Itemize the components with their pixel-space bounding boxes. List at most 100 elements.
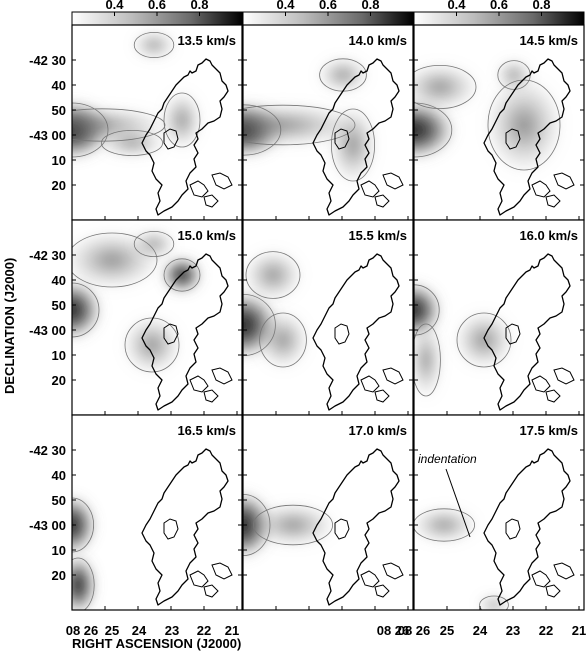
y-tick-label: 50 xyxy=(52,103,66,118)
colorbar-tick-label: 0.6 xyxy=(319,0,337,12)
emission-blob xyxy=(478,595,510,610)
emission-contour xyxy=(72,232,158,288)
emission-blob xyxy=(414,63,480,111)
emission-blob xyxy=(414,507,478,543)
y-tick-label: -43 00 xyxy=(29,128,66,143)
velocity-label: 17.5 km/s xyxy=(519,423,578,438)
emission-contour xyxy=(414,323,441,397)
island-contour xyxy=(553,367,575,385)
island-contour xyxy=(203,584,219,598)
emission-contour xyxy=(414,102,453,158)
coastline-contour xyxy=(312,253,400,411)
panel-frame xyxy=(413,414,585,611)
island-contour xyxy=(211,367,233,385)
y-tick-label: 10 xyxy=(52,348,66,363)
emission-layer xyxy=(414,253,575,411)
coastline-inner-contour xyxy=(334,128,350,150)
coastline-inner-contour xyxy=(334,518,350,540)
coastline-contour xyxy=(483,448,571,606)
island-contour xyxy=(553,172,575,190)
coastline-inner-contour xyxy=(505,518,521,540)
emission-blob xyxy=(414,320,442,400)
coastline-inner-contour xyxy=(163,323,179,345)
emission-contour xyxy=(414,508,475,542)
channel-map-panel: 16.5 km/s xyxy=(71,414,243,611)
velocity-label: 17.0 km/s xyxy=(348,423,407,438)
x-tick-label: 24 xyxy=(473,623,488,638)
x-tick-label: 08 26 xyxy=(398,623,431,638)
colorbar-tick-label: 0.4 xyxy=(447,0,466,12)
colorbar: 0.4 0.6 0.8 xyxy=(71,0,243,26)
x-tick-label: 23 xyxy=(165,623,179,638)
island-contour xyxy=(203,389,219,403)
emission-layer xyxy=(414,58,575,216)
emission-contour xyxy=(133,230,175,258)
emission-layer xyxy=(72,448,233,610)
emission-blob xyxy=(132,230,176,258)
y-axis-title: DECLINATION (J2000) xyxy=(2,258,17,394)
coastline-contour xyxy=(141,253,229,411)
y-tick-label: 10 xyxy=(52,543,66,558)
emission-blob xyxy=(162,257,202,293)
island-contour xyxy=(360,375,380,393)
colorbar-tick-label: 0.6 xyxy=(148,0,166,12)
colorbar: 0.4 0.6 0.8 xyxy=(413,0,585,26)
emission-contour xyxy=(487,79,561,171)
colorbar-tick-label: 0.4 xyxy=(276,0,295,12)
island-contour xyxy=(374,194,390,208)
channel-map-panel: 15.5 km/s xyxy=(242,219,414,416)
x-tick-label: 08 26 xyxy=(377,623,410,638)
velocity-label: 13.5 km/s xyxy=(177,33,236,48)
x-tick-label: 22 xyxy=(539,623,553,638)
y-tick-label: 50 xyxy=(52,298,66,313)
colorbar-tick-label: 0.8 xyxy=(532,0,550,12)
coastline-inner-contour xyxy=(163,518,179,540)
coastline-contour xyxy=(312,448,400,606)
colorbar: 0.4 0.6 0.8 xyxy=(242,0,414,26)
emission-contour xyxy=(253,504,333,546)
panel-frame xyxy=(71,414,243,611)
channel-map-panel: 15.0 km/s xyxy=(71,219,243,416)
island-contour xyxy=(545,194,561,208)
coastline-contour xyxy=(141,448,229,606)
emission-contour xyxy=(331,108,376,182)
y-tick-label: -43 00 xyxy=(29,323,66,338)
emission-contour xyxy=(72,557,95,610)
y-tick-label: 20 xyxy=(52,373,66,388)
island-contour xyxy=(203,194,219,208)
velocity-label: 15.0 km/s xyxy=(177,228,236,243)
emission-contour xyxy=(163,92,201,148)
y-tick-label: -43 00 xyxy=(29,518,66,533)
island-contour xyxy=(374,584,390,598)
x-tick-label: 25 xyxy=(440,623,454,638)
y-tick-label: 40 xyxy=(52,78,66,93)
coastline-contour xyxy=(312,58,400,216)
channel-map-panel: 16.0 km/s xyxy=(413,219,585,416)
colorbars: 0.4 0.6 0.8 0.4 0.6 0.8 0.4 0.6 0.8 xyxy=(71,0,585,26)
emission-contour xyxy=(72,282,100,338)
panel-frame xyxy=(242,414,414,611)
velocity-label: 14.0 km/s xyxy=(348,33,407,48)
island-contour xyxy=(360,180,380,198)
island-contour xyxy=(211,172,233,190)
emission-contour xyxy=(414,65,477,109)
island-contour xyxy=(211,562,233,580)
channel-map-panel: 17.5 km/s xyxy=(413,414,585,611)
coastline-inner-contour xyxy=(163,128,179,150)
x-tick-labels: 08 26 25 24 23 22 21 08 26 25 24 23 22 21 08 26 xyxy=(66,623,587,638)
emission-blob xyxy=(132,31,176,59)
y-tick-label: -42 30 xyxy=(29,53,66,68)
x-tick-label: 24 xyxy=(132,623,147,638)
emission-blob xyxy=(484,75,564,175)
panel-background xyxy=(72,415,242,610)
emission-blob xyxy=(162,90,202,150)
emission-blob xyxy=(329,105,377,185)
channel-map-panel: 14.0 km/s xyxy=(242,24,414,221)
annotation: indentation xyxy=(418,452,477,538)
x-tick-label: 25 xyxy=(105,623,119,638)
emission-layer xyxy=(414,448,575,610)
island-contour xyxy=(545,584,561,598)
emission-contour xyxy=(163,258,201,292)
emission-blob xyxy=(257,310,309,370)
annotation-label: indentation xyxy=(418,452,477,466)
